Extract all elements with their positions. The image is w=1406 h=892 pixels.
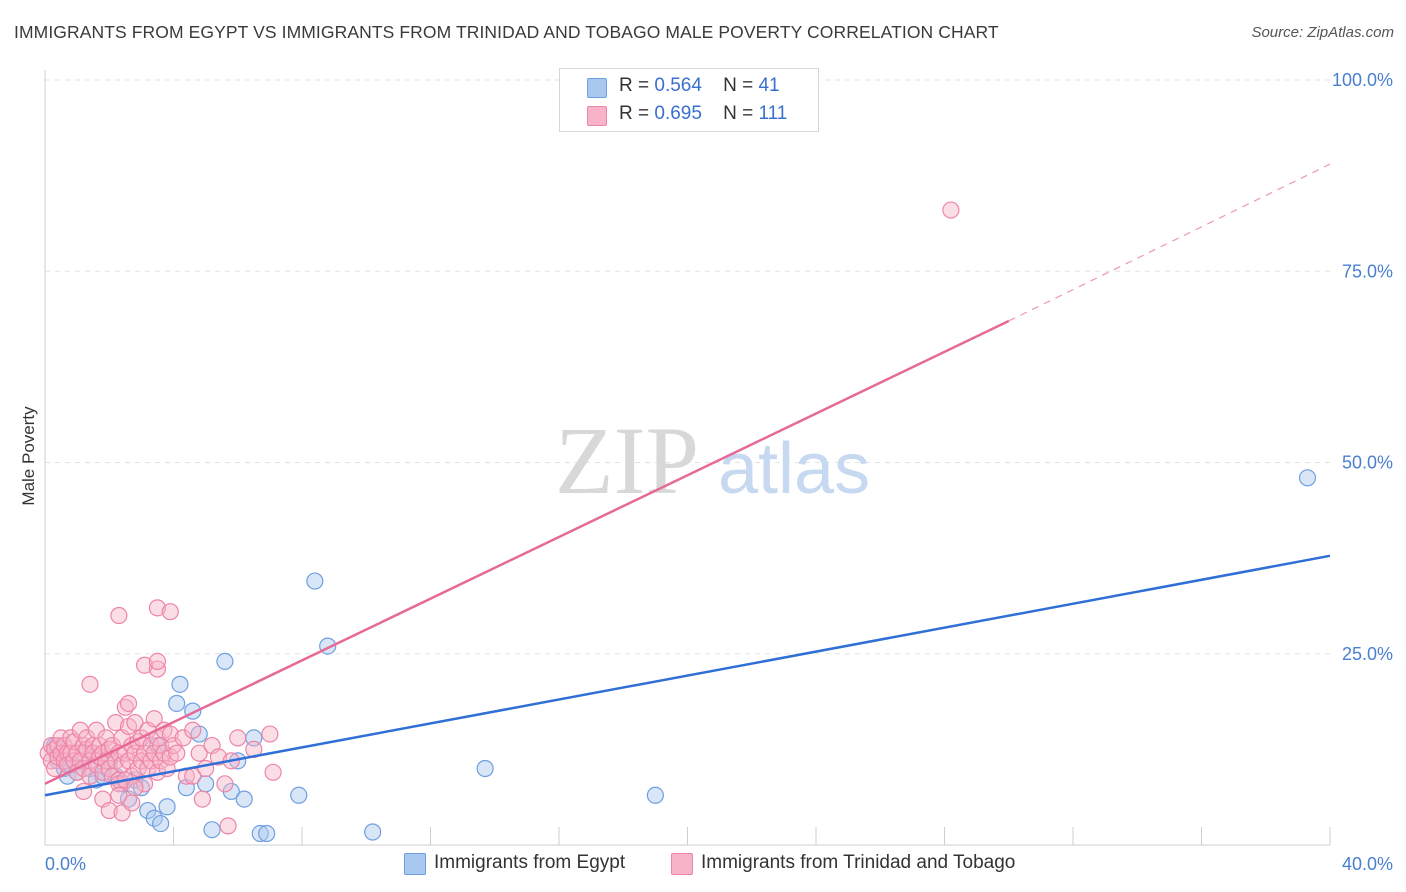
n-value-trinidad: 111 bbox=[758, 103, 788, 124]
trinidad-trend-extension bbox=[1008, 163, 1331, 322]
y-tick-label: 75.0% bbox=[1342, 261, 1393, 281]
legend-label-egypt: Immigrants from Egypt bbox=[434, 852, 626, 873]
y-tick-label: 50.0% bbox=[1342, 453, 1393, 473]
trinidad-point bbox=[81, 675, 99, 693]
stats-trinidad-label: R = 0.695 N = 111 bbox=[619, 103, 787, 125]
trinidad-point bbox=[264, 763, 282, 781]
trinidad-point bbox=[126, 779, 144, 797]
r-value-trinidad: 0.695 bbox=[654, 103, 702, 124]
trinidad-point bbox=[942, 201, 960, 219]
trinidad-point bbox=[107, 713, 125, 732]
n-value-egypt: 41 bbox=[758, 75, 780, 96]
grid-lines bbox=[45, 79, 1330, 655]
trinidad-point bbox=[126, 713, 144, 732]
trinidad-point bbox=[193, 790, 212, 808]
trinidad-point bbox=[190, 744, 208, 762]
egypt-point bbox=[158, 798, 176, 816]
egypt-point bbox=[476, 759, 494, 778]
egypt-point bbox=[646, 786, 664, 804]
watermark-atlas: atlas bbox=[718, 429, 870, 509]
y-tick-label: 25.0% bbox=[1342, 644, 1393, 664]
trinidad-legend-swatch bbox=[671, 853, 693, 875]
egypt-point bbox=[1298, 469, 1317, 487]
egypt-point bbox=[171, 675, 189, 693]
stats-row-egypt: R = 0.564 N = 41 bbox=[560, 73, 818, 101]
r-label: R = bbox=[619, 103, 650, 124]
trinidad-point bbox=[148, 652, 167, 671]
n-label: N = bbox=[723, 75, 754, 96]
egypt-swatch bbox=[587, 78, 607, 98]
trinidad-swatch bbox=[587, 106, 607, 126]
legend-label-trinidad: Immigrants from Trinidad and Tobago bbox=[701, 852, 1016, 873]
egypt-point bbox=[152, 814, 170, 833]
egypt-point bbox=[168, 694, 186, 713]
trinidad-point bbox=[229, 729, 247, 747]
x-tick-label: 0.0% bbox=[45, 854, 86, 874]
egypt-point bbox=[306, 572, 324, 590]
trinidad-point bbox=[110, 786, 128, 804]
tick-labels: 25.0% 50.0% 75.0% 100.0% 0.0% 40.0% bbox=[45, 70, 1393, 874]
egypt-point bbox=[290, 786, 308, 804]
trinidad-point bbox=[219, 817, 237, 835]
data-points bbox=[39, 201, 1317, 843]
axes bbox=[44, 70, 1331, 846]
y-tick-label: 100.0% bbox=[1332, 70, 1393, 90]
trinidad-point bbox=[216, 775, 234, 793]
egypt-legend-swatch bbox=[404, 853, 426, 875]
stats-egypt-label: R = 0.564 N = 41 bbox=[619, 75, 780, 97]
trinidad-point bbox=[168, 744, 186, 762]
egypt-point bbox=[251, 824, 269, 843]
trinidad-point bbox=[184, 767, 202, 785]
trinidad-point bbox=[100, 801, 118, 820]
n-label: N = bbox=[723, 103, 754, 124]
trinidad-trend-line bbox=[44, 319, 1010, 785]
stats-legend: R = 0.564 N = 41 R = 0.695 N = 111 bbox=[559, 68, 819, 132]
trinidad-point bbox=[148, 599, 167, 617]
trinidad-point bbox=[119, 694, 138, 713]
r-label: R = bbox=[619, 75, 650, 96]
stats-row-trinidad: R = 0.695 N = 111 bbox=[560, 101, 818, 129]
egypt-point bbox=[235, 790, 253, 808]
watermark-zip: ZIP bbox=[555, 407, 699, 514]
egypt-trend-line bbox=[44, 554, 1331, 797]
trinidad-point bbox=[135, 656, 154, 674]
egypt-point bbox=[364, 823, 382, 841]
egypt-point bbox=[258, 824, 276, 843]
trinidad-point bbox=[184, 721, 202, 739]
y-axis-label: Male Poverty bbox=[19, 406, 38, 506]
trinidad-point bbox=[161, 603, 179, 621]
x-tick-label: 40.0% bbox=[1342, 854, 1393, 874]
egypt-point bbox=[203, 821, 221, 839]
trend-lines bbox=[44, 163, 1331, 797]
trinidad-point bbox=[145, 710, 163, 728]
chart-title: IMMIGRANTS FROM EGYPT VS IMMIGRANTS FROM… bbox=[14, 22, 999, 42]
trinidad-point bbox=[261, 725, 279, 743]
trinidad-point bbox=[110, 606, 128, 625]
r-value-egypt: 0.564 bbox=[654, 75, 702, 96]
egypt-point bbox=[216, 652, 234, 671]
source-label: Source: ZipAtlas.com bbox=[1251, 24, 1394, 41]
